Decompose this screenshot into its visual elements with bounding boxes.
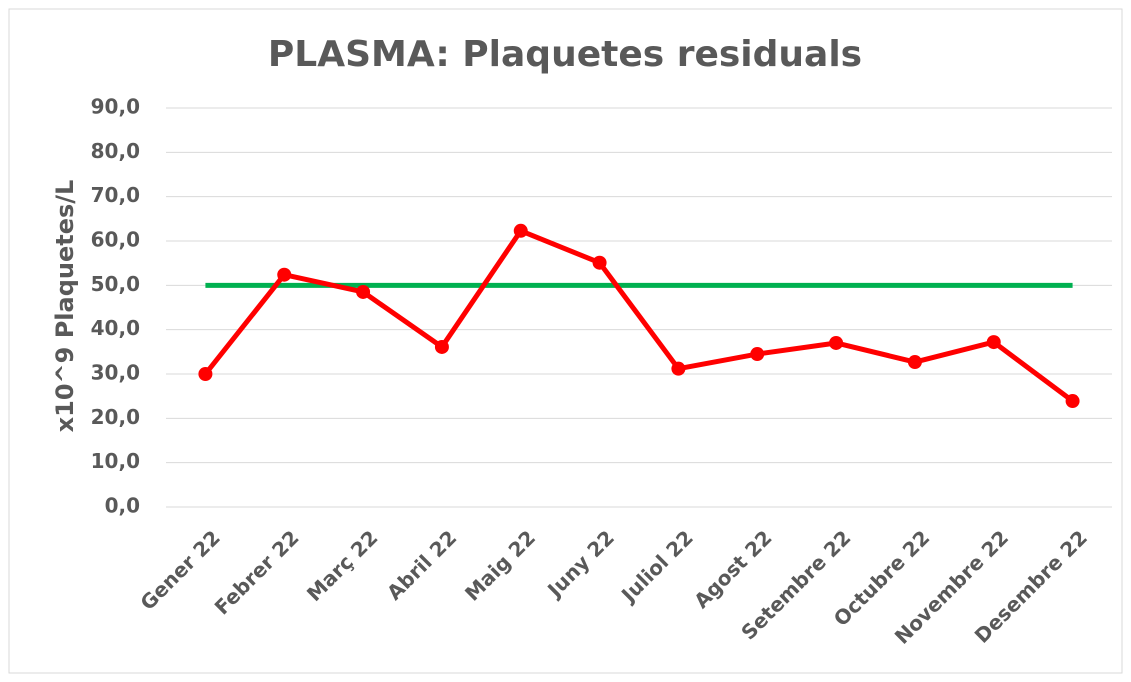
- point-marker: [513, 223, 528, 238]
- y-tick-label: 0,0: [105, 494, 140, 518]
- point-marker: [671, 361, 686, 376]
- point-marker: [198, 367, 213, 381]
- point-marker: [986, 335, 1001, 350]
- y-tick-label: 80,0: [91, 139, 140, 163]
- point-marker: [434, 339, 449, 354]
- y-tick-label: 10,0: [91, 449, 140, 473]
- point-marker: [592, 255, 607, 270]
- y-tick-label: 30,0: [91, 361, 140, 385]
- chart-border: [8, 8, 1123, 674]
- y-tick-label: 20,0: [91, 405, 140, 429]
- point-marker: [1065, 394, 1080, 409]
- y-tick-label: 50,0: [91, 272, 140, 296]
- point-marker: [829, 335, 844, 350]
- point-marker: [277, 267, 292, 282]
- y-tick-label: 90,0: [91, 95, 140, 119]
- series-line: [203, 228, 1075, 404]
- y-tick-label: 40,0: [91, 316, 140, 340]
- chart-title: PLASMA: Plaquetes residuals: [268, 34, 862, 75]
- point-marker: [356, 284, 371, 299]
- y-tick-label: 60,0: [91, 228, 140, 252]
- y-axis-label: x10^9 Plaquetes/L: [51, 180, 79, 433]
- y-tick-label: 70,0: [91, 183, 140, 207]
- point-marker: [750, 347, 765, 362]
- point-marker: [907, 355, 922, 370]
